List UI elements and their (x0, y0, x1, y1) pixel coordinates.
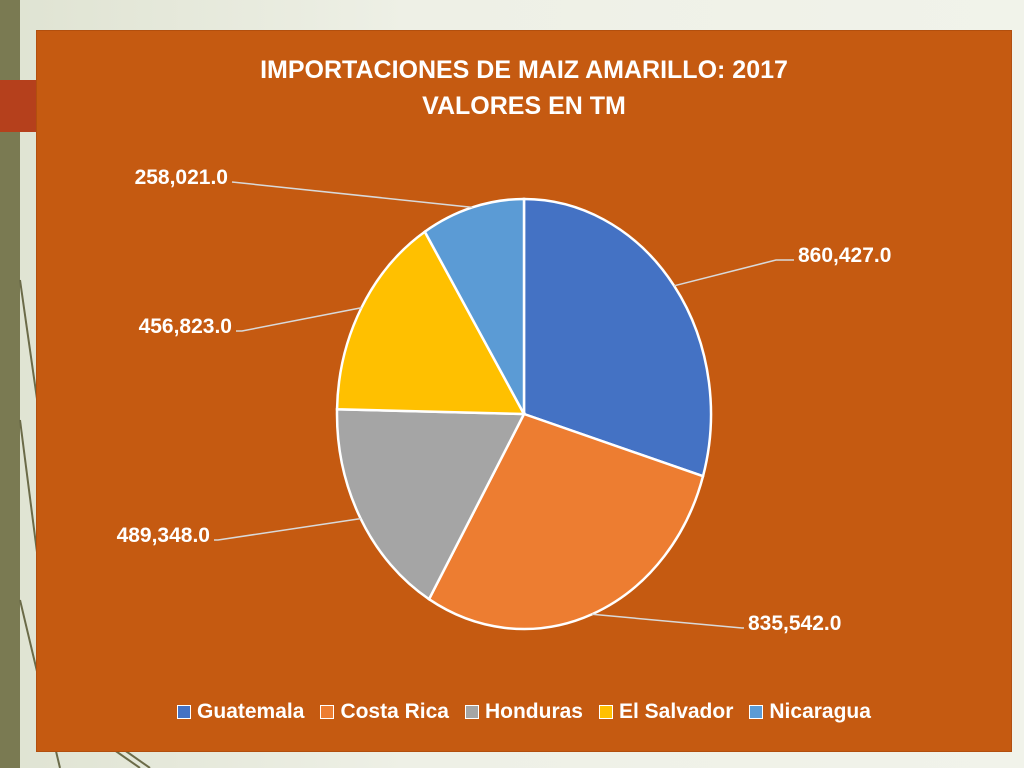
legend-swatch-guatemala (177, 705, 192, 719)
data-label-el-salvador: 456,823.0 (138, 315, 232, 338)
legend-item-guatemala: Guatemala (177, 700, 304, 724)
legend-swatch-el-salvador (599, 705, 613, 719)
data-label-nicaragua: 258,021.0 (134, 166, 228, 189)
chart-title: IMPORTACIONES DE MAIZ AMARILLO: 2017 (260, 56, 788, 84)
data-label-costa-rica: 835,542.0 (748, 612, 842, 635)
legend-label-honduras: Honduras (484, 700, 583, 723)
leader-line-guatemala (673, 259, 794, 287)
legend-label-el-salvador: El Salvador (619, 700, 734, 723)
chart-subtitle: VALORES EN TM (422, 92, 626, 120)
legend-swatch-costa-rica (320, 705, 335, 719)
slide-accent-tab (0, 80, 38, 132)
pie-slice-guatemala (522, 197, 713, 478)
legend-item-honduras: Honduras (464, 700, 583, 724)
leader-line-el-salvador (236, 307, 362, 332)
legend-swatch-nicaragua (749, 705, 764, 719)
leader-line-nicaragua (231, 181, 473, 209)
legend-label-guatemala: Guatemala (197, 700, 305, 723)
leader-line-costa-rica (591, 613, 744, 629)
leader-line-honduras (214, 517, 361, 541)
chart-legend: Guatemala Costa Rica Honduras El Salvador Ni… (36, 700, 1012, 724)
legend-swatch-honduras (464, 705, 479, 719)
pie-slice-honduras (335, 407, 527, 602)
data-label-guatemala: 860,427.0 (798, 244, 892, 267)
legend-label-nicaragua: Nicaragua (769, 700, 871, 723)
legend-item-nicaragua: Nicaragua (749, 700, 871, 724)
slide-left-bar (0, 0, 20, 768)
legend-label-costa-rica: Costa Rica (340, 700, 449, 723)
legend-item-costa-rica: Costa Rica (320, 700, 449, 724)
pie-chart (214, 181, 794, 631)
data-label-honduras: 489,348.0 (116, 524, 210, 547)
chart-title-block: IMPORTACIONES DE MAIZ AMARILLO: 2017 VAL… (36, 52, 1012, 124)
legend-item-el-salvador: El Salvador (599, 700, 733, 724)
chart-card: IMPORTACIONES DE MAIZ AMARILLO: 2017 VAL… (36, 30, 1012, 752)
